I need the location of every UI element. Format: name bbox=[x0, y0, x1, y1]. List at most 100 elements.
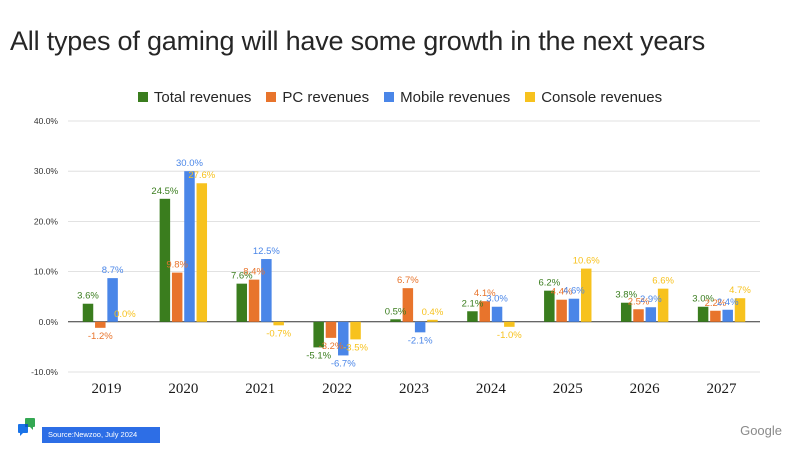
brand-name: Google bbox=[740, 423, 782, 438]
page-title: All types of gaming will have some growt… bbox=[10, 26, 706, 56]
bar bbox=[710, 310, 721, 322]
bar bbox=[657, 288, 669, 322]
bar bbox=[620, 302, 632, 322]
bar bbox=[402, 288, 414, 322]
bar bbox=[479, 301, 490, 322]
bar bbox=[82, 303, 94, 322]
data-label: 30.0% bbox=[176, 158, 203, 169]
data-label: 4.1% bbox=[474, 288, 496, 299]
bar bbox=[338, 321, 349, 356]
legend-label: Console revenues bbox=[541, 88, 663, 106]
data-label: 3.8% bbox=[615, 290, 637, 301]
y-tick-label: -10.0% bbox=[31, 367, 58, 377]
data-label: 4.4% bbox=[551, 287, 573, 298]
bar bbox=[196, 183, 208, 322]
data-label: 2.2% bbox=[705, 298, 727, 309]
bar bbox=[414, 321, 426, 333]
bar bbox=[580, 268, 592, 322]
chart-legend: Total revenues PC revenues Mobile revenues… bbox=[0, 87, 800, 107]
bar bbox=[491, 306, 503, 322]
legend-label: PC revenues bbox=[282, 88, 370, 106]
x-tick-label: 2025 bbox=[553, 381, 583, 397]
data-label: -0.7% bbox=[266, 328, 291, 339]
bar bbox=[734, 298, 746, 322]
data-label: 0.4% bbox=[422, 307, 444, 318]
data-label: 4.7% bbox=[729, 285, 751, 296]
data-label: 2.9% bbox=[640, 294, 662, 305]
data-label: 9.8% bbox=[166, 260, 188, 271]
bar bbox=[722, 309, 733, 322]
bar bbox=[350, 321, 361, 340]
data-label: 2.1% bbox=[462, 298, 484, 309]
data-label: -2.1% bbox=[408, 335, 433, 346]
data-label: -1.0% bbox=[497, 330, 522, 341]
data-label: 7.6% bbox=[231, 271, 253, 282]
legend-label: Mobile revenues bbox=[400, 88, 511, 106]
x-tick-label: 2019 bbox=[91, 381, 121, 397]
data-label: 2.5% bbox=[628, 296, 650, 307]
data-label: 10.6% bbox=[573, 256, 600, 267]
y-tick-label: 20.0% bbox=[34, 216, 59, 226]
legend-swatch bbox=[266, 92, 277, 102]
data-label: 6.6% bbox=[652, 276, 674, 287]
bar bbox=[273, 321, 284, 326]
data-label: 2.4% bbox=[717, 297, 739, 308]
legend-item: Total revenues bbox=[137, 88, 252, 106]
data-label: -5.1% bbox=[306, 350, 331, 361]
data-label: -3.5% bbox=[343, 342, 368, 353]
x-tick-label: 2021 bbox=[245, 381, 275, 397]
data-label: 3.6% bbox=[77, 291, 99, 302]
y-tick-label: 0.0% bbox=[39, 317, 59, 327]
x-tick-label: 2023 bbox=[399, 381, 429, 397]
data-label: -1.2% bbox=[88, 331, 113, 342]
bar bbox=[427, 319, 438, 322]
data-label: 3.0% bbox=[692, 294, 714, 305]
data-label: 6.7% bbox=[397, 275, 419, 286]
data-label: 27.6% bbox=[188, 170, 215, 181]
y-tick-label: 30.0% bbox=[34, 166, 59, 176]
legend-swatch bbox=[525, 92, 536, 102]
data-label: 0.0% bbox=[114, 309, 136, 320]
legend-item: Mobile revenues bbox=[384, 89, 510, 106]
legend-item: PC revenues bbox=[266, 89, 369, 106]
bar bbox=[95, 321, 106, 328]
x-tick-label: 2027 bbox=[707, 381, 738, 397]
legend-label: Total revenues bbox=[153, 88, 252, 106]
revenue-growth-chart: -10.0% 0.0% 10.0% 20.0% 30.0% 40.0% 3.6% -1.2% 8… bbox=[31, 116, 760, 397]
bar bbox=[325, 321, 337, 338]
bar bbox=[171, 272, 183, 322]
bar bbox=[697, 306, 709, 322]
data-label: 0.5% bbox=[385, 306, 407, 317]
bar bbox=[313, 321, 324, 348]
bar bbox=[184, 171, 195, 322]
data-label: -6.7% bbox=[331, 358, 356, 369]
bar bbox=[107, 278, 118, 322]
bar bbox=[645, 307, 657, 322]
legend-swatch bbox=[137, 92, 148, 102]
data-label: 12.5% bbox=[253, 246, 280, 257]
y-tick-label: 40.0% bbox=[34, 116, 59, 126]
bar bbox=[556, 299, 567, 322]
data-label: 4.6% bbox=[563, 286, 585, 297]
bar bbox=[504, 321, 515, 327]
bar bbox=[633, 309, 644, 322]
data-label: 8.4% bbox=[243, 267, 265, 278]
bar bbox=[544, 290, 555, 322]
legend-item: Console revenues bbox=[525, 89, 662, 106]
data-label: 6.2% bbox=[538, 278, 560, 289]
data-label: 24.5% bbox=[151, 186, 178, 197]
x-tick-label: 2024 bbox=[476, 381, 507, 397]
bar bbox=[236, 283, 248, 322]
x-tick-label: 2026 bbox=[630, 381, 661, 397]
x-tick-label: 2020 bbox=[168, 381, 198, 397]
bar bbox=[467, 311, 478, 322]
bar bbox=[390, 319, 401, 322]
x-tick-label: 2022 bbox=[322, 381, 352, 397]
bar bbox=[568, 298, 580, 322]
data-label: -3.2% bbox=[319, 341, 344, 352]
bar bbox=[159, 198, 171, 322]
chat-bubbles-logo-icon bbox=[18, 418, 35, 436]
legend-swatch bbox=[384, 92, 395, 102]
data-label: 3.0% bbox=[486, 294, 508, 305]
bar bbox=[248, 279, 260, 322]
